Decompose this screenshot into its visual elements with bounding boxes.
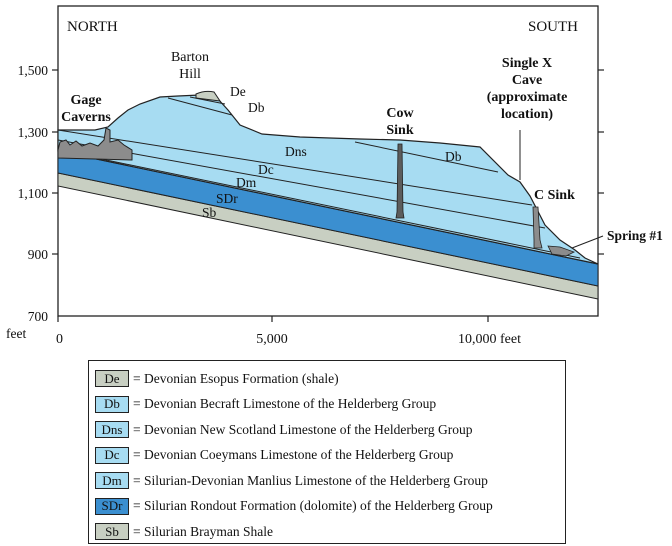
legend-row: Db = Devonian Becraft Limestone of the H… xyxy=(95,392,565,418)
legend-row: SDr = Silurian Rondout Formation (dolomi… xyxy=(95,494,565,520)
legend-text: = Devonian New Scotland Limestone of the… xyxy=(133,421,473,437)
x-tick-label: 0 xyxy=(56,332,63,347)
south-label: SOUTH xyxy=(528,19,578,35)
formation-label-sdr: SDr xyxy=(216,191,238,206)
legend: De = Devonian Esopus Formation (shale) D… xyxy=(88,360,566,544)
single-x-cave-label: Cave xyxy=(512,73,542,88)
x-tick-label: 10,000 feet xyxy=(458,332,521,347)
legend-row: Sb = Silurian Brayman Shale xyxy=(95,519,565,545)
formation-label-sb: Sb xyxy=(202,205,217,220)
legend-text: = Devonian Becraft Limestone of the Held… xyxy=(133,396,437,412)
y-tick-label: 1,300 xyxy=(18,125,49,140)
layer-de xyxy=(195,90,222,102)
gage-caverns-label: Gage xyxy=(70,93,101,108)
legend-text: = Silurian-Devonian Manlius Limestone of… xyxy=(133,472,488,488)
y-tick-label: 900 xyxy=(28,247,49,262)
gage-caverns-cave xyxy=(57,127,133,161)
y-tick-label: 700 xyxy=(28,309,49,324)
legend-text: = Devonian Coeymans Limestone of the Hel… xyxy=(133,447,454,463)
barton-hill-label: Hill xyxy=(179,67,201,82)
legend-row: De = Devonian Esopus Formation (shale) xyxy=(95,366,565,392)
single-x-cave-label: Single X xyxy=(502,56,552,71)
formation-contacts xyxy=(57,96,581,259)
cross-section-diagram: NORTH SOUTH 1,500 1,300 1,100 900 700 fe… xyxy=(6,5,663,347)
formation-label-db: Db xyxy=(445,149,462,164)
y-unit-label: feet xyxy=(6,326,26,341)
leader-lines xyxy=(519,130,604,249)
legend-row: Dc = Devonian Coeymans Limestone of the … xyxy=(95,443,565,469)
spring-1-outlet xyxy=(547,245,576,257)
formation-label-db: Db xyxy=(248,100,265,115)
legend-swatch: Dns xyxy=(95,421,129,439)
cow-sink-label: Sink xyxy=(386,123,413,138)
cow-sink-label: Cow xyxy=(386,106,414,121)
x-tick-label: 5,000 xyxy=(256,332,288,347)
formation-label-dm: Dm xyxy=(236,175,257,190)
legend-swatch: De xyxy=(95,370,129,388)
single-x-cave-label: (approximate xyxy=(487,90,568,105)
barton-hill-label: Barton xyxy=(171,50,209,65)
legend-swatch: Db xyxy=(95,395,129,413)
legend-swatch: SDr xyxy=(95,497,129,515)
legend-swatch: Dc xyxy=(95,446,129,464)
legend-swatch: Sb xyxy=(95,523,129,541)
y-axis-ticks xyxy=(52,69,604,322)
c-sink-label: C Sink xyxy=(534,188,575,203)
layer-limestone-body xyxy=(57,94,599,265)
spring-1-label: Spring #1 xyxy=(607,228,663,243)
legend-row: Dns = Devonian New Scotland Limestone of… xyxy=(95,417,565,443)
north-label: NORTH xyxy=(67,19,118,35)
legend-text: = Devonian Esopus Formation (shale) xyxy=(133,370,339,386)
legend-swatch: Dm xyxy=(95,472,129,490)
legend-row: Dm = Silurian-Devonian Manlius Limestone… xyxy=(95,468,565,494)
formation-label-de: De xyxy=(230,84,246,99)
gage-caverns-label: Caverns xyxy=(61,110,111,125)
formation-label-dc: Dc xyxy=(258,162,274,177)
formation-label-dns: Dns xyxy=(285,144,307,159)
c-sink-shaft xyxy=(532,206,543,249)
single-x-cave-label: location) xyxy=(501,107,553,122)
legend-text: = Silurian Rondout Formation (dolomite) … xyxy=(133,498,493,514)
y-tick-label: 1,100 xyxy=(18,186,49,201)
cow-sink-shaft xyxy=(395,143,405,219)
y-tick-label: 1,500 xyxy=(18,63,49,78)
legend-text: = Silurian Brayman Shale xyxy=(133,523,273,539)
